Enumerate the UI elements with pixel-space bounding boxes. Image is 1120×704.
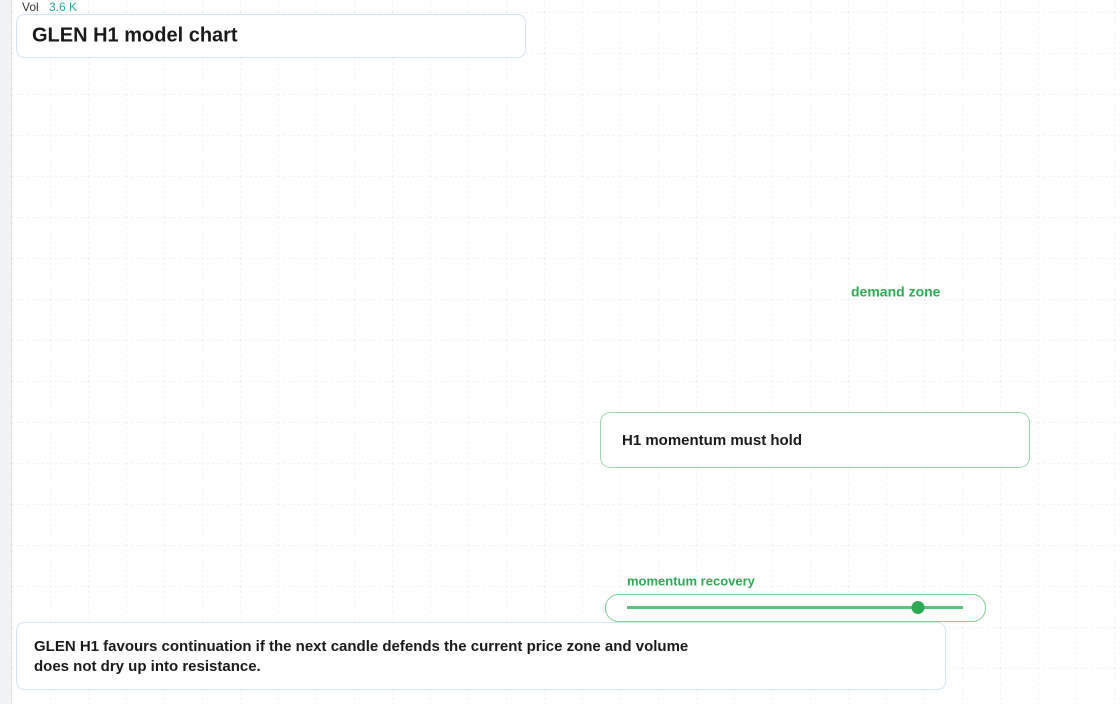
title-panel [16,14,526,58]
chart-title: GLEN H1 model chart [32,24,238,46]
note-text: GLEN H1 favours continuation if the next… [34,638,689,675]
hold-annotation: H1 momentum must hold [622,432,802,449]
hold-panel [600,412,1030,468]
volume-value: 3.6 K [49,0,77,14]
recovery-label: momentum recovery [627,573,756,588]
grid [12,0,1120,704]
zone-label: demand zone [851,284,941,300]
left-strip [0,0,11,704]
note-panel [16,622,946,690]
recovery-knob [911,601,925,614]
volume-label: Vol [22,0,39,14]
